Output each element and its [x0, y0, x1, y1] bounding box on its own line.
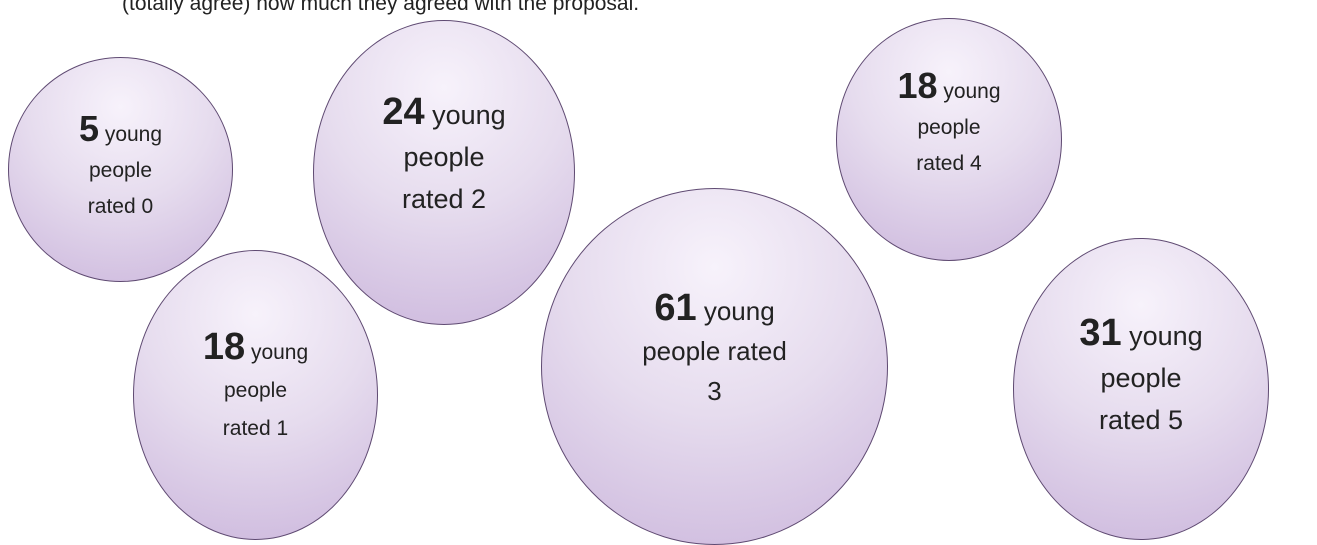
bubble-rated-5: 31 young people rated 5	[1013, 238, 1269, 540]
bubble-count: 24	[382, 91, 425, 133]
bubble-line: people	[1100, 362, 1182, 393]
bubble-word: young	[104, 122, 163, 146]
bubble-rated-3: 61 young people rated 3	[541, 188, 888, 545]
bubble-count: 5	[78, 107, 99, 149]
bubble-count: 18	[897, 64, 938, 106]
bubble-word: young	[943, 79, 1001, 103]
bubble-line: rated 4	[916, 151, 982, 175]
bubble-word: young	[703, 296, 775, 326]
bubble-rated-4: 18 young people rated 4	[836, 18, 1062, 261]
bubble-line: people	[917, 115, 981, 139]
intro-text: (totally agree) how much they agreed wit…	[122, 0, 640, 15]
bubble-count: 61	[654, 287, 697, 329]
bubble-line: people	[88, 158, 153, 182]
bubble-line: people	[223, 379, 288, 402]
bubble-count: 18	[202, 326, 246, 368]
bubble-line: rated 1	[222, 417, 289, 440]
bubble-count: 31	[1079, 311, 1122, 354]
bubble-word: young	[250, 341, 309, 364]
bubble-line: rated 5	[1098, 404, 1184, 435]
bubble-line: 3	[707, 376, 722, 406]
bubble-rated-0: 5 young people rated 0	[8, 57, 233, 282]
bubble-line: rated 0	[87, 194, 154, 218]
bubble-line: rated 2	[401, 184, 487, 214]
bubble-word: young	[432, 100, 506, 130]
bubble-rated-2: 24 young people rated 2	[313, 20, 575, 325]
bubble-word: young	[1129, 320, 1203, 351]
bubble-line: people	[403, 142, 485, 172]
bubble-line: people rated	[642, 336, 787, 366]
bubble-rated-1: 18 young people rated 1	[133, 250, 378, 540]
